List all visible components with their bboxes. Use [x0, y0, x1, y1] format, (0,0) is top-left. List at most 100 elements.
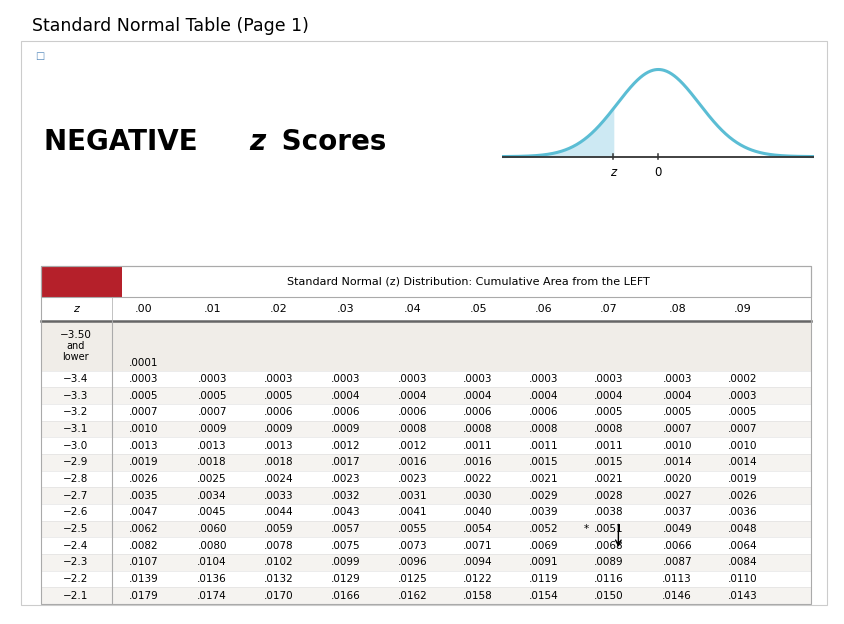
Text: −3.0: −3.0 — [63, 441, 89, 451]
Text: .0023: .0023 — [331, 474, 360, 484]
Text: .0005: .0005 — [728, 407, 757, 417]
Text: .0007: .0007 — [663, 424, 692, 434]
Text: and: and — [67, 341, 85, 351]
Text: lower: lower — [62, 352, 89, 362]
Text: .0006: .0006 — [463, 407, 493, 417]
Text: .0059: .0059 — [264, 524, 294, 534]
Text: .0003: .0003 — [129, 374, 159, 384]
Bar — [41, 421, 811, 437]
Text: .0044: .0044 — [264, 507, 294, 517]
Text: .0011: .0011 — [463, 441, 493, 451]
Text: −2.9: −2.9 — [63, 457, 89, 467]
Text: .0027: .0027 — [663, 490, 692, 500]
Text: .0035: .0035 — [129, 490, 159, 500]
Text: .08: .08 — [668, 304, 686, 314]
Text: .0018: .0018 — [197, 457, 227, 467]
Bar — [41, 266, 811, 297]
Text: .0006: .0006 — [264, 407, 294, 417]
Text: .0099: .0099 — [331, 557, 360, 567]
Text: −2.3: −2.3 — [63, 557, 89, 567]
Text: .0004: .0004 — [331, 391, 360, 401]
Text: .0003: .0003 — [594, 374, 624, 384]
Text: .0102: .0102 — [264, 557, 294, 567]
Text: .0006: .0006 — [398, 407, 428, 417]
Text: .0019: .0019 — [728, 474, 757, 484]
Text: .0012: .0012 — [331, 441, 360, 451]
Text: .0119: .0119 — [528, 574, 558, 584]
Text: .0029: .0029 — [528, 490, 558, 500]
Text: .0002: .0002 — [728, 374, 757, 384]
Text: NEGATIVE: NEGATIVE — [44, 128, 207, 156]
Text: .0013: .0013 — [197, 441, 227, 451]
Text: −3.3: −3.3 — [63, 391, 89, 401]
Text: .0024: .0024 — [264, 474, 294, 484]
Text: .0033: .0033 — [264, 490, 294, 500]
Text: .06: .06 — [534, 304, 552, 314]
Text: .0055: .0055 — [398, 524, 428, 534]
Text: .0060: .0060 — [197, 524, 227, 534]
Text: .0011: .0011 — [528, 441, 558, 451]
Text: .0008: .0008 — [463, 424, 493, 434]
Text: .0004: .0004 — [663, 391, 692, 401]
Text: .0020: .0020 — [663, 474, 692, 484]
Text: .0005: .0005 — [594, 407, 624, 417]
Text: .0110: .0110 — [728, 574, 757, 584]
Text: .0010: .0010 — [728, 441, 757, 451]
Text: .0039: .0039 — [528, 507, 558, 517]
Text: .0010: .0010 — [129, 424, 159, 434]
Text: .0150: .0150 — [594, 591, 624, 601]
Text: .0047: .0047 — [129, 507, 159, 517]
Text: .0045: .0045 — [197, 507, 227, 517]
Text: .0179: .0179 — [129, 591, 159, 601]
Text: .0015: .0015 — [594, 457, 624, 467]
Text: .0154: .0154 — [528, 591, 558, 601]
Bar — [41, 437, 811, 454]
Text: .0054: .0054 — [463, 524, 493, 534]
Text: .0011: .0011 — [594, 441, 624, 451]
Bar — [41, 321, 811, 371]
Text: .0028: .0028 — [594, 490, 624, 500]
Text: .05: .05 — [469, 304, 487, 314]
Text: .0066: .0066 — [663, 541, 692, 551]
Text: .0021: .0021 — [528, 474, 558, 484]
Text: .0013: .0013 — [264, 441, 294, 451]
Bar — [41, 537, 811, 554]
Text: .0166: .0166 — [331, 591, 360, 601]
Bar — [41, 504, 811, 521]
Text: .0006: .0006 — [528, 407, 558, 417]
Bar — [41, 266, 122, 297]
Text: .0089: .0089 — [594, 557, 624, 567]
Text: .0007: .0007 — [197, 407, 227, 417]
Bar — [41, 266, 811, 604]
Text: .0014: .0014 — [663, 457, 692, 467]
Text: −2.6: −2.6 — [63, 507, 89, 517]
Text: .0129: .0129 — [331, 574, 360, 584]
Text: .0051: .0051 — [594, 524, 624, 534]
Text: .0049: .0049 — [663, 524, 692, 534]
Bar — [41, 554, 811, 571]
Text: .03: .03 — [337, 304, 354, 314]
Text: .0026: .0026 — [728, 490, 757, 500]
Text: .0003: .0003 — [463, 374, 493, 384]
Text: .01: .01 — [203, 304, 221, 314]
Text: .0073: .0073 — [398, 541, 428, 551]
Text: .0082: .0082 — [129, 541, 159, 551]
Text: z: z — [610, 166, 616, 179]
Text: .0116: .0116 — [594, 574, 624, 584]
Text: .0003: .0003 — [398, 374, 428, 384]
Text: .0036: .0036 — [728, 507, 757, 517]
Text: .0084: .0084 — [728, 557, 757, 567]
Text: .0125: .0125 — [398, 574, 428, 584]
Text: .0064: .0064 — [728, 541, 757, 551]
Text: .0008: .0008 — [528, 424, 558, 434]
Bar — [41, 297, 811, 321]
Text: .0009: .0009 — [264, 424, 294, 434]
Text: .0003: .0003 — [331, 374, 360, 384]
Text: .0139: .0139 — [129, 574, 159, 584]
Text: .07: .07 — [600, 304, 618, 314]
Text: .0052: .0052 — [528, 524, 558, 534]
Text: .0041: .0041 — [398, 507, 428, 517]
Bar — [41, 470, 811, 487]
Text: .0136: .0136 — [197, 574, 227, 584]
Text: .0012: .0012 — [398, 441, 428, 451]
